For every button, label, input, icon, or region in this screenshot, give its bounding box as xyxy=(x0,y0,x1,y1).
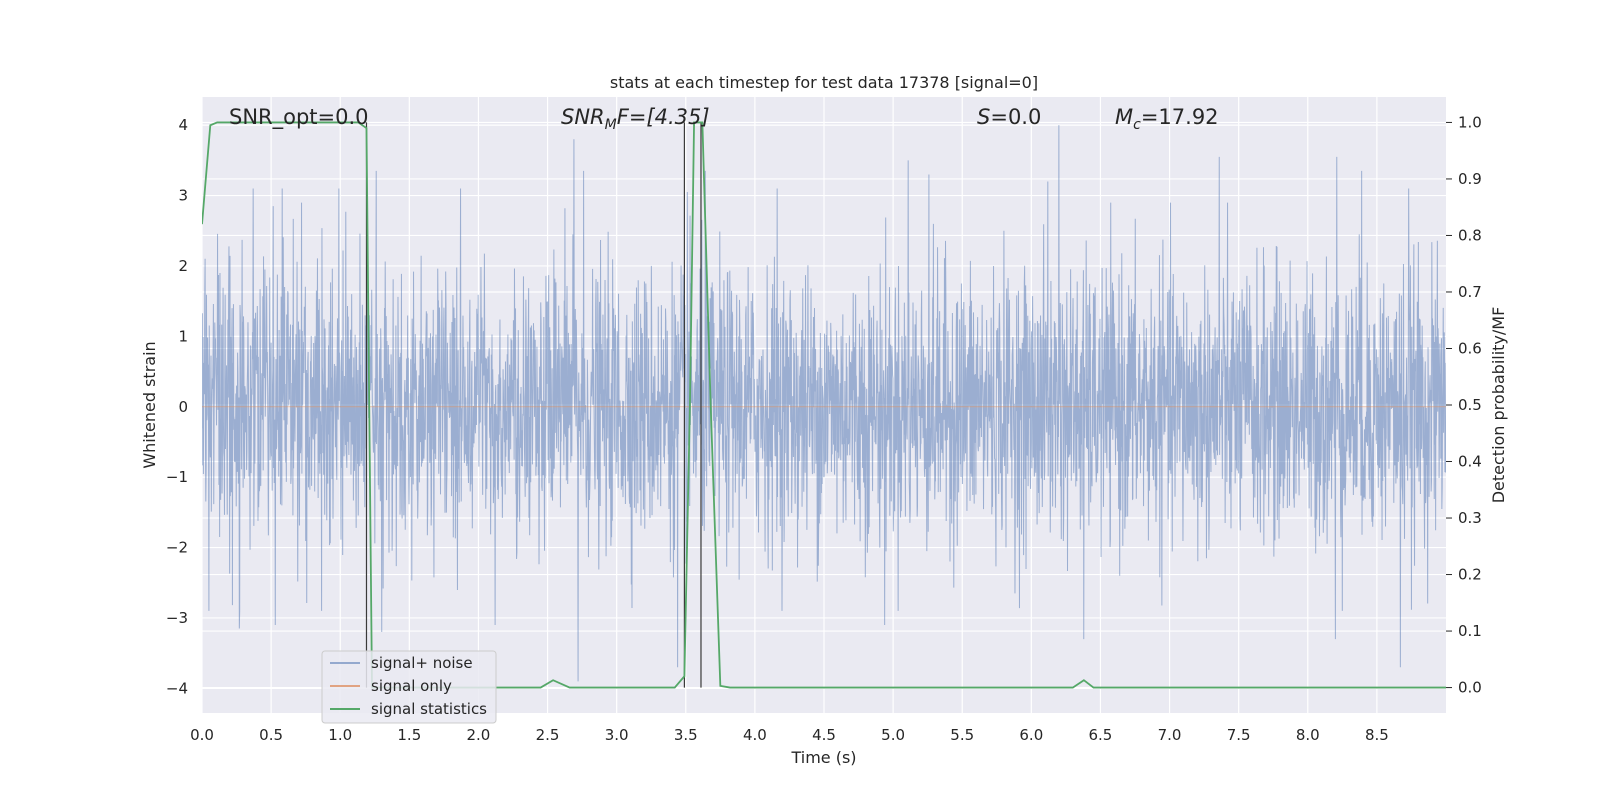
y-left-tick-label: 1 xyxy=(178,327,188,345)
y-left-tick-label: −4 xyxy=(166,679,188,697)
y-right-tick-label: 0.1 xyxy=(1458,622,1482,640)
signal-noise-line xyxy=(202,125,1446,682)
y-right-axis-label: Detection probability/MF xyxy=(1489,307,1508,504)
annotation-snr-mf: SNRMF=[4.35] xyxy=(561,105,710,133)
x-tick-label: 5.0 xyxy=(881,726,905,744)
y-left-axis-label: Whitened strain xyxy=(140,341,159,468)
x-axis-ticks: 0.0 0.5 1.0 1.5 2.0 2.5 3.0 3.5 4.0 4.5 5.0 5.5 6.0 6… xyxy=(190,726,1389,744)
snr-mf-sub: M xyxy=(605,117,617,133)
y-left-axis-ticks: −4 −3 −2 −1 0 1 2 3 4 xyxy=(166,116,188,697)
x-tick-label: 8.0 xyxy=(1296,726,1320,744)
y-right-tick-label: 0.5 xyxy=(1458,396,1482,414)
legend-label-signal-noise: signal+ noise xyxy=(371,654,473,672)
signal-statistics-series xyxy=(202,121,1446,689)
snr-mf-rest: F=[4.35] xyxy=(617,105,710,129)
y-left-tick-label: −2 xyxy=(166,539,188,557)
x-tick-label: 4.0 xyxy=(743,726,767,744)
x-tick-label: 3.0 xyxy=(605,726,629,744)
y-left-tick-label: 4 xyxy=(178,116,188,134)
x-tick-label: 1.5 xyxy=(397,726,421,744)
x-tick-label: 8.5 xyxy=(1365,726,1389,744)
legend-box xyxy=(321,650,497,724)
y-right-tick-label: 1.0 xyxy=(1458,113,1482,131)
annotation-snr-opt: SNR_opt=0.0 xyxy=(229,105,369,130)
y-right-tick-label: 0.8 xyxy=(1458,226,1482,244)
x-tick-label: 1.0 xyxy=(328,726,352,744)
chart-title: stats at each timestep for test data 173… xyxy=(610,73,1038,92)
y-right-tick-label: 0.4 xyxy=(1458,453,1482,471)
y-right-tick-label: 0.7 xyxy=(1458,283,1482,301)
x-tick-label: 5.5 xyxy=(950,726,974,744)
y-left-tick-label: 0 xyxy=(178,398,188,416)
y-left-tick-label: 3 xyxy=(178,187,188,205)
y-right-tick-label: 0.6 xyxy=(1458,339,1482,357)
x-tick-label: 6.0 xyxy=(1019,726,1043,744)
signal-statistics-line xyxy=(202,121,1446,689)
annotation-mc: Mc=17.92 xyxy=(1115,105,1219,133)
legend-label-signal-statistics: signal statistics xyxy=(371,700,487,718)
s-rest: =0.0 xyxy=(990,105,1041,129)
x-tick-label: 2.0 xyxy=(467,726,491,744)
plot-area xyxy=(202,121,1446,689)
legend: signal+ noise signal only signal statist… xyxy=(321,650,497,724)
y-right-tick-label: 0.3 xyxy=(1458,509,1482,527)
y-right-tick-label: 0.9 xyxy=(1458,170,1482,188)
mc-base: M xyxy=(1115,105,1133,129)
x-tick-label: 4.5 xyxy=(812,726,836,744)
x-tick-label: 2.5 xyxy=(536,726,560,744)
x-axis-label: Time (s) xyxy=(790,748,856,767)
snr-mf-base: SNR xyxy=(561,105,605,129)
y-left-tick-label: −3 xyxy=(166,609,188,627)
y-right-axis-ticks: 0.0 0.1 0.2 0.3 0.4 0.5 0.6 0.7 0.8 0.9 1.0 xyxy=(1446,113,1482,697)
x-tick-label: 7.0 xyxy=(1158,726,1182,744)
x-tick-label: 3.5 xyxy=(674,726,698,744)
legend-label-signal-only: signal only xyxy=(371,677,452,695)
x-tick-label: 7.5 xyxy=(1227,726,1251,744)
mc-sub: c xyxy=(1133,117,1141,133)
s-italic: S xyxy=(977,105,990,129)
y-left-tick-label: 2 xyxy=(178,257,188,275)
x-tick-label: 0.5 xyxy=(259,726,283,744)
x-tick-label: 6.5 xyxy=(1089,726,1113,744)
y-right-tick-label: 0.0 xyxy=(1458,679,1482,697)
mc-rest: =17.92 xyxy=(1141,105,1219,129)
annotation-s: S=0.0 xyxy=(977,105,1041,129)
y-left-tick-label: −1 xyxy=(166,468,188,486)
signal-noise-series xyxy=(202,125,1446,682)
x-tick-label: 0.0 xyxy=(190,726,214,744)
y-right-tick-label: 0.2 xyxy=(1458,566,1482,584)
